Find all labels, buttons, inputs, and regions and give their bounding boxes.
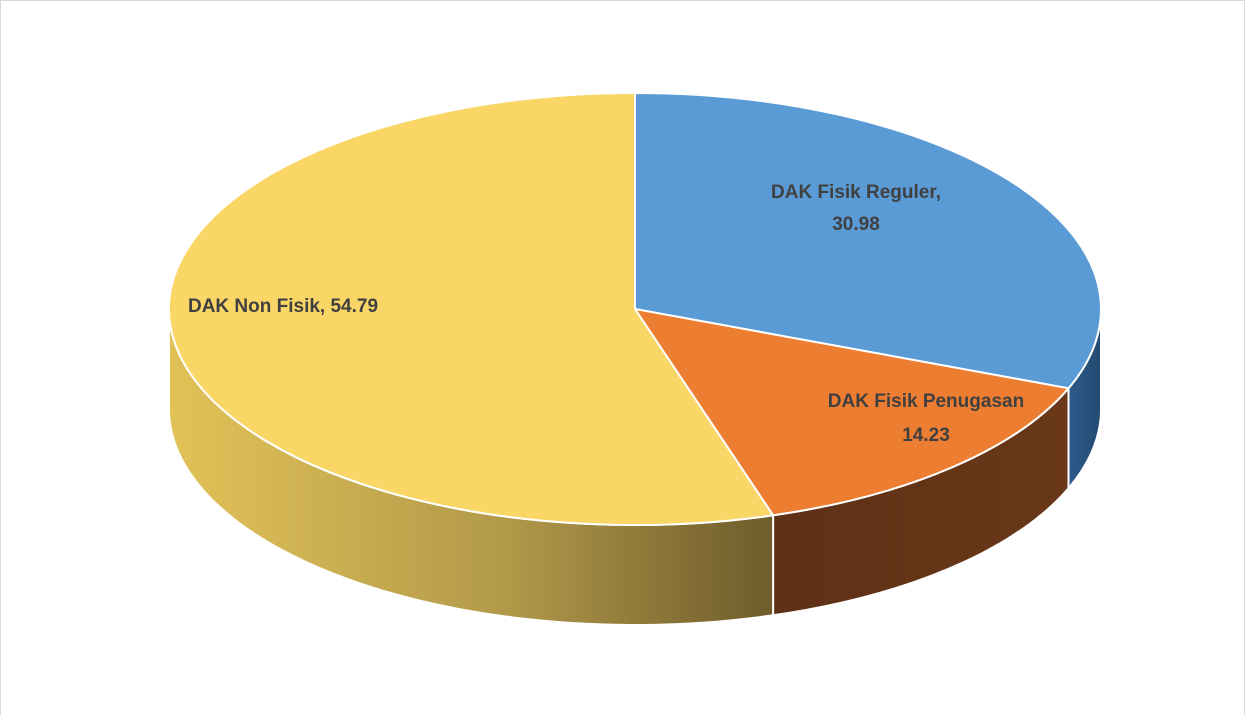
pie-labels: DAK Fisik Reguler, 30.98 DAK Fisik Penugas…: [188, 182, 1024, 446]
data-label-dak-fisik-penugasan-line-1: DAK Fisik Penugasan: [828, 391, 1024, 412]
pie-slice-dak-non-fisik: [168, 92, 775, 526]
data-label-dak-fisik-reguler-line-2: 30.98: [832, 214, 880, 235]
pie-slice-dak-fisik-penugasan: [634, 308, 1070, 517]
pie-slice-dak-fisik-reguler: [634, 92, 1103, 390]
pie-tops: [168, 92, 1103, 526]
data-label-dak-fisik-penugasan-line-2: 14.23: [902, 425, 950, 446]
data-label-dak-fisik-reguler-line-1: DAK Fisik Reguler,: [771, 182, 941, 203]
data-label-dak-non-fisik-line-1: DAK Non Fisik, 54.79: [188, 296, 378, 317]
pie-sides: [168, 308, 1102, 626]
